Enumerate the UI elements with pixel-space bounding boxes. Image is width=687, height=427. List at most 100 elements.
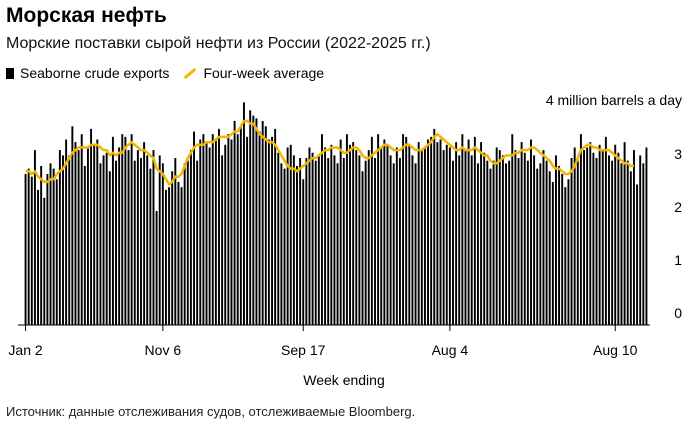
export-bar [501, 155, 504, 325]
export-bar [161, 163, 164, 325]
y-tick-label: 2 [674, 199, 682, 215]
export-bar [255, 118, 258, 325]
export-bar [486, 160, 489, 325]
export-bar [517, 158, 520, 325]
export-bar [598, 144, 601, 325]
export-bar [526, 160, 529, 325]
export-bar [361, 171, 364, 325]
legend-line-label: Four-week average [203, 65, 325, 81]
export-bar [218, 128, 220, 325]
export-bar [62, 155, 64, 325]
export-bar [202, 134, 205, 325]
export-bar [405, 136, 408, 325]
export-bar [583, 150, 585, 325]
export-bar [133, 160, 136, 325]
export-bar [604, 136, 607, 325]
export-bar [189, 150, 192, 325]
chart-title: Морская нефть [6, 4, 167, 27]
export-bar [623, 142, 626, 325]
export-bar [608, 155, 610, 325]
four-week-average-line [25, 119, 634, 186]
export-bar [96, 139, 99, 325]
export-bar [108, 171, 111, 325]
export-bar [320, 134, 323, 325]
export-bar [398, 158, 401, 325]
export-bar [118, 147, 121, 325]
export-bar [427, 139, 429, 325]
x-tick-label: Sep 17 [281, 342, 326, 358]
export-bar [333, 155, 336, 325]
export-bar [105, 152, 108, 325]
export-bar [626, 160, 629, 325]
x-axis-title: Week ending [303, 372, 384, 388]
export-bar [617, 152, 620, 325]
export-bar [645, 147, 648, 325]
export-bar [211, 134, 214, 325]
export-bar [554, 155, 557, 325]
export-bar [168, 187, 171, 325]
export-bar [183, 163, 186, 325]
export-bar [448, 147, 451, 325]
export-bar [364, 160, 367, 325]
export-bar [495, 147, 498, 325]
export-bar [370, 136, 373, 325]
export-bar [30, 176, 33, 325]
export-bar [111, 136, 114, 325]
export-bar [402, 134, 405, 325]
export-bar [146, 155, 149, 325]
export-bar [236, 134, 239, 325]
export-bar [43, 197, 46, 325]
export-bar [601, 150, 604, 325]
export-bar [458, 155, 461, 325]
export-bar [158, 155, 161, 325]
export-bar [130, 134, 133, 325]
export-bar [24, 173, 27, 325]
export-bar [389, 155, 392, 325]
export-bar [58, 150, 61, 325]
chart-subtitle: Морские поставки сырой нефти из России (… [6, 35, 431, 52]
export-bar [267, 139, 270, 325]
export-bar [124, 136, 127, 325]
export-bar [536, 168, 539, 325]
export-bar [636, 184, 639, 325]
x-tick-label: Jan 2 [8, 342, 42, 358]
export-bar [433, 128, 436, 325]
export-bar [249, 110, 252, 325]
export-bar [90, 128, 93, 325]
export-bar [65, 139, 68, 325]
export-bar [196, 160, 199, 325]
export-bar [49, 163, 52, 325]
export-bar [208, 147, 211, 325]
export-bar [383, 139, 386, 325]
x-tick-label: Aug 10 [593, 342, 638, 358]
export-bar [395, 147, 398, 325]
export-bar [592, 152, 595, 325]
export-bar [511, 134, 514, 325]
export-bar [436, 142, 439, 325]
export-bar [186, 160, 189, 325]
export-bar [514, 150, 517, 325]
export-bar [414, 163, 417, 325]
export-bar [445, 144, 448, 325]
export-bar [539, 163, 542, 325]
export-bar [586, 147, 589, 325]
export-bar [230, 139, 233, 325]
export-bar [239, 126, 242, 325]
export-bar [199, 139, 202, 325]
export-bar [558, 166, 561, 325]
legend: Seaborne crude exports Four-week average [6, 65, 338, 81]
export-bar [564, 187, 567, 325]
export-bar [489, 168, 492, 325]
export-bar [83, 166, 86, 325]
export-bar [174, 158, 177, 325]
export-bar [336, 163, 339, 325]
export-bar [349, 144, 351, 325]
legend-item-bars: Seaborne crude exports [6, 65, 169, 81]
export-bar [492, 160, 495, 325]
export-bar [533, 155, 536, 325]
y-tick-label: 0 [674, 305, 682, 321]
export-bar [520, 142, 523, 325]
export-bar [143, 142, 146, 325]
export-bar [545, 160, 548, 325]
